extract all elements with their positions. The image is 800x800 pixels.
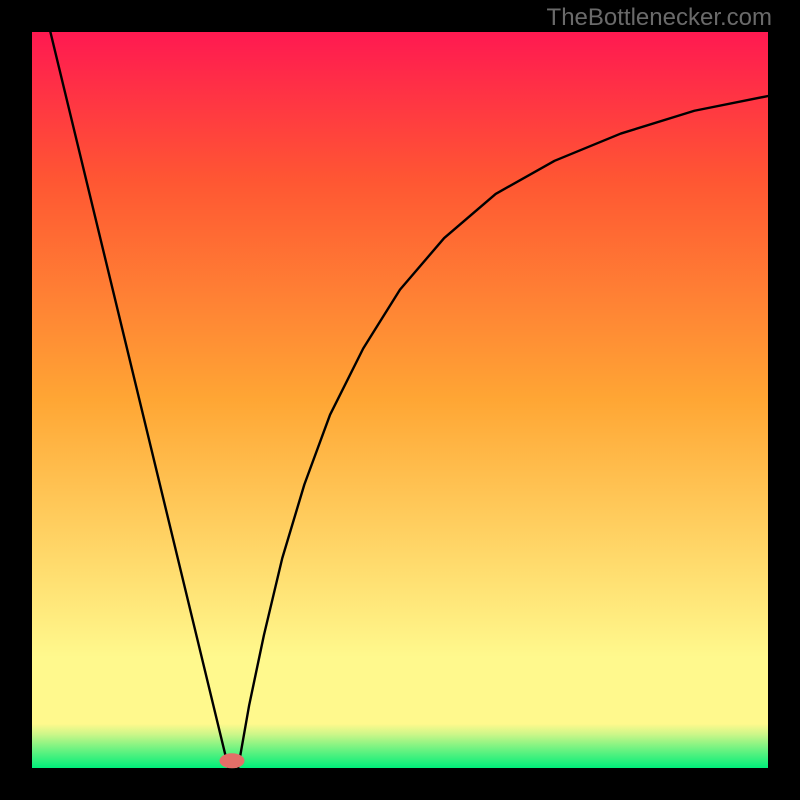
descending-left-curve bbox=[50, 32, 228, 768]
curve-layer bbox=[32, 32, 768, 768]
watermark-text: TheBottlenecker.com bbox=[547, 4, 772, 32]
chart-frame: TheBottlenecker.com bbox=[0, 0, 800, 800]
plot-area bbox=[32, 32, 768, 768]
ascending-right-curve bbox=[238, 96, 768, 768]
